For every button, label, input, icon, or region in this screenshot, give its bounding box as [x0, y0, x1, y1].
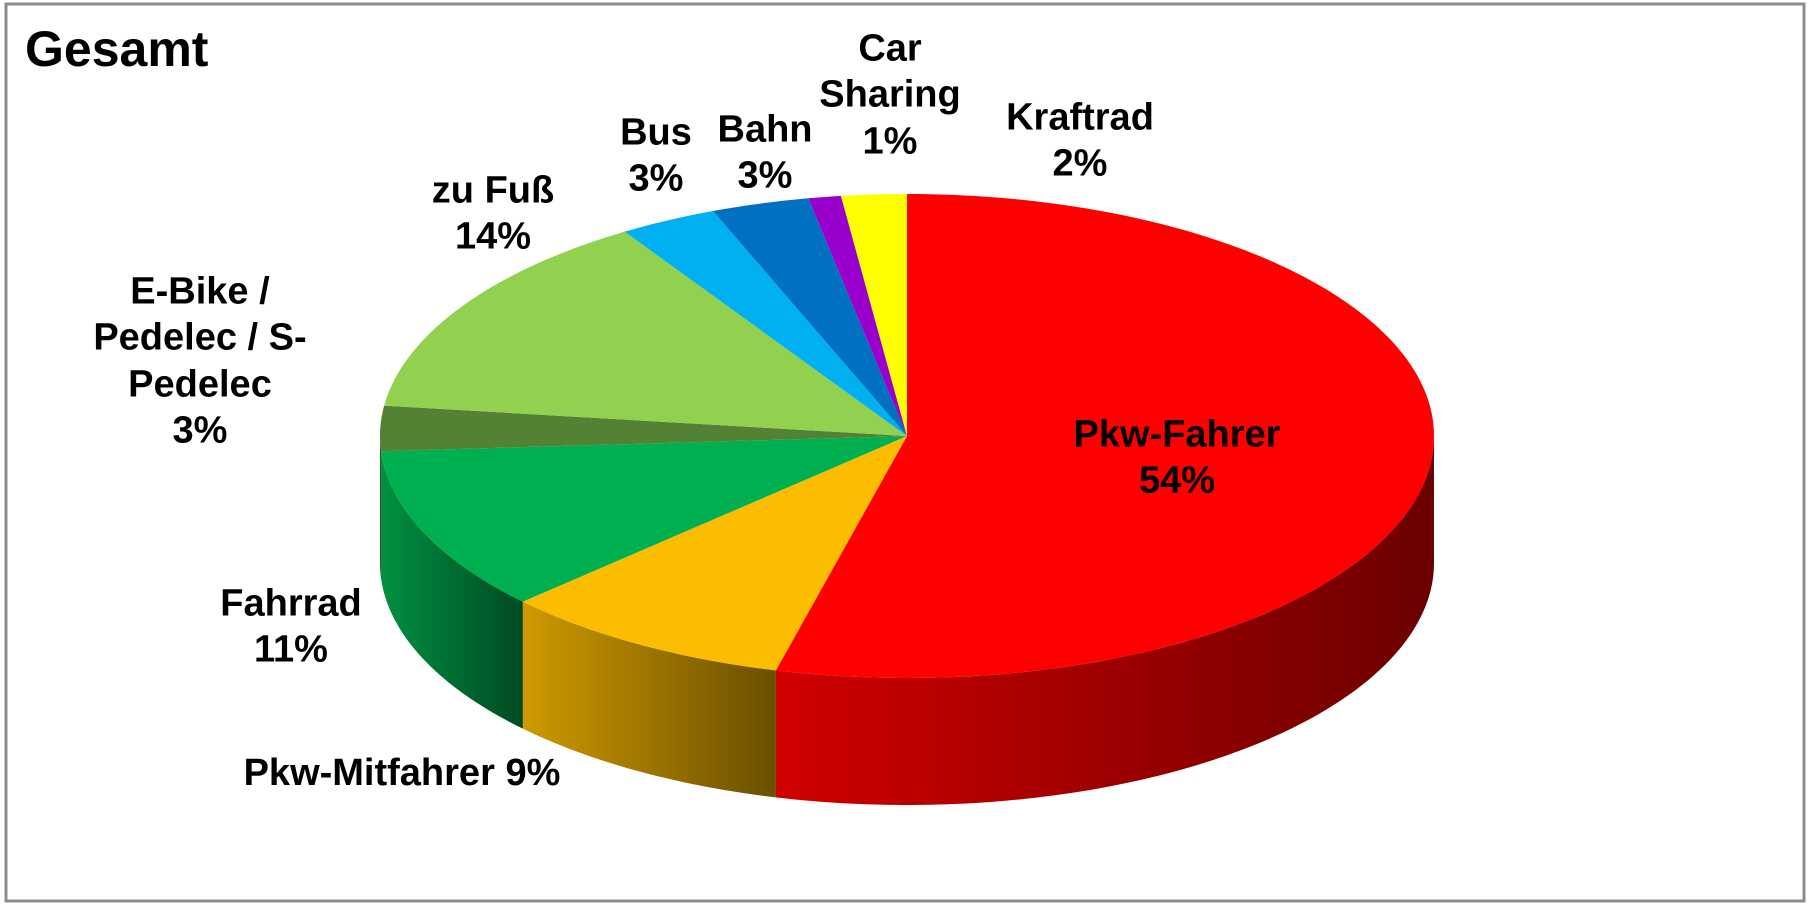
slice — [380, 405, 907, 452]
slice — [384, 231, 908, 436]
slice — [712, 198, 907, 436]
data-label: Bus 3% — [620, 110, 692, 203]
label-value: 3% — [172, 409, 228, 452]
data-label: Bahn 3% — [718, 107, 813, 200]
slice — [624, 210, 907, 436]
slice-side — [381, 451, 523, 729]
label-category: Car Sharing — [819, 27, 961, 116]
slice-side — [380, 436, 382, 579]
slice — [522, 436, 907, 671]
data-label: E-Bike / Pedelec / S-Pedelec 3% — [85, 268, 315, 453]
data-label: zu Fuß 14% — [432, 168, 554, 261]
label-value: 9% — [505, 751, 561, 794]
data-label: Fahrrad 11% — [220, 581, 361, 674]
data-label: Car Sharing 1% — [805, 25, 975, 164]
chart-title: Gesamt — [25, 21, 209, 77]
slice — [381, 436, 907, 602]
data-label: Pkw-Fahrer 54% — [1074, 412, 1281, 505]
label-category: Pkw-Fahrer — [1073, 413, 1281, 456]
label-category: Kraftrad — [1006, 96, 1154, 139]
slice-side — [522, 601, 776, 798]
label-value: 2% — [1052, 143, 1108, 185]
label-category: Bus — [620, 111, 692, 154]
data-label: Kraftrad 2% — [1006, 95, 1154, 188]
label-category: E-Bike / Pedelec / S-Pedelec — [93, 270, 307, 405]
label-value: 14% — [454, 216, 532, 258]
label-category: Pkw-Mitfahrer — [243, 751, 495, 794]
label-value: 54% — [1138, 460, 1216, 502]
label-category: Bahn — [717, 108, 813, 151]
slice — [808, 195, 907, 436]
label-value: 11% — [254, 629, 328, 671]
data-label: Pkw-Mitfahrer 9% — [244, 750, 561, 796]
slice-side — [775, 436, 1434, 805]
label-value: 3% — [628, 158, 684, 200]
frame — [4, 2, 1806, 903]
slice — [775, 194, 1434, 678]
label-value: 1% — [862, 120, 918, 163]
slice — [840, 194, 907, 436]
label-value: 3% — [737, 155, 793, 197]
label-category: Fahrrad — [220, 582, 362, 625]
label-category: zu Fuß — [431, 169, 555, 212]
